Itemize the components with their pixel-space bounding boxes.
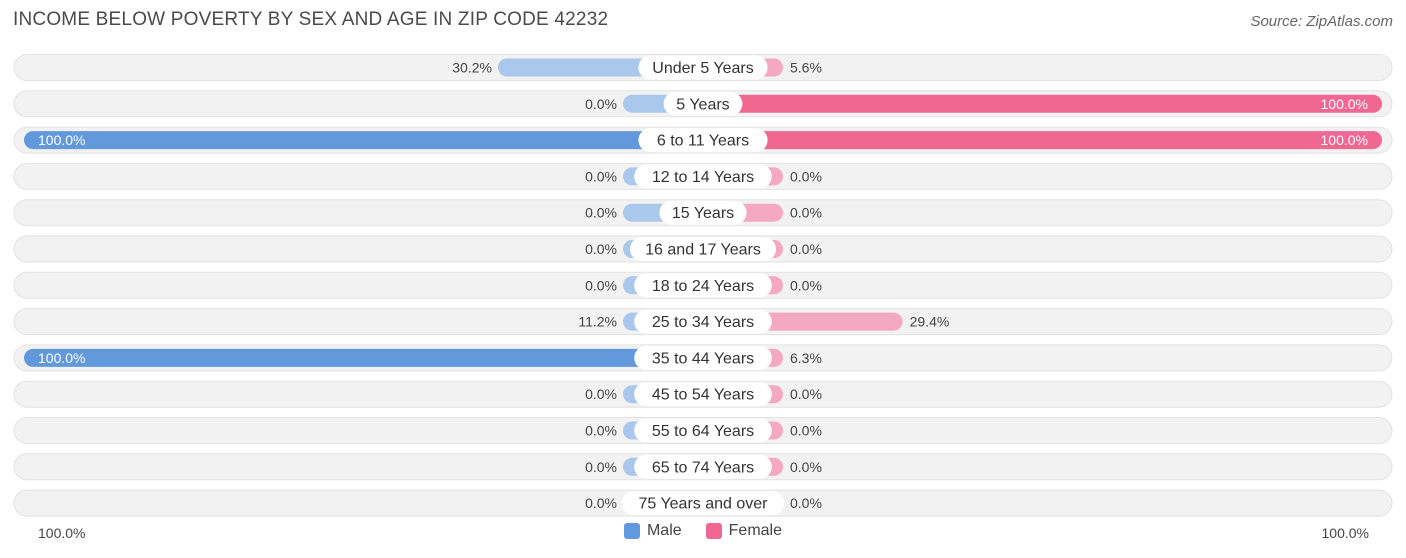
chart-row: 6 to 11 Years 100.0% 100.0%: [13, 126, 1393, 154]
female-value-label: 0.0%: [790, 495, 822, 511]
female-value-label: 0.0%: [790, 168, 822, 184]
chart-title: INCOME BELOW POVERTY BY SEX AND AGE IN Z…: [13, 9, 609, 30]
male-value-label: 100.0%: [38, 132, 85, 148]
axis-right-label: 100.0%: [1321, 525, 1369, 541]
male-swatch: [623, 523, 640, 539]
male-value-label: 0.0%: [585, 423, 617, 439]
category-label: 5 Years: [676, 96, 729, 113]
category-pill: [634, 454, 772, 479]
chart-row: 25 to 34 Years 11.2% 29.4%: [13, 308, 1393, 336]
category-pill: [638, 55, 768, 80]
female-value-label: 0.0%: [790, 241, 822, 257]
chart-row: 45 to 54 Years 0.0% 0.0%: [13, 380, 1393, 408]
category-label: 25 to 34 Years: [652, 314, 754, 331]
category-pill: [634, 309, 772, 334]
legend-item-male[interactable]: Male: [623, 522, 682, 540]
category-pill: [630, 237, 776, 261]
legend-label-male: Male: [646, 522, 682, 539]
chart-row: 16 and 17 Years 0.0% 0.0%: [13, 235, 1393, 263]
category-label: 12 to 14 Years: [652, 169, 754, 186]
legend-item-female[interactable]: Female: [705, 522, 783, 540]
chart-row: 55 to 64 Years 0.0% 0.0%: [13, 417, 1393, 444]
female-value-label: 0.0%: [790, 386, 822, 402]
female-value-label: 0.0%: [790, 423, 822, 439]
male-value-label: 0.0%: [585, 96, 617, 112]
female-value-label: 100.0%: [1321, 132, 1368, 148]
chart-row: 12 to 14 Years 0.0% 0.0%: [13, 162, 1393, 190]
category-pill: [634, 418, 772, 443]
chart-row: 35 to 44 Years 100.0% 6.3%: [13, 344, 1393, 372]
male-value-label: 30.2%: [452, 60, 492, 76]
female-bar: [703, 94, 1382, 113]
category-pill: [634, 164, 772, 189]
female-value-label: 29.4%: [910, 314, 950, 330]
chart-row: Under 5 Years 30.2% 5.6%: [13, 54, 1393, 81]
male-bar: [24, 131, 703, 150]
male-value-label: 100.0%: [38, 350, 85, 366]
category-pill: [634, 382, 772, 407]
female-value-label: 5.6%: [790, 60, 822, 76]
chart-row: 15 Years 0.0% 0.0%: [13, 199, 1393, 227]
category-label: 65 to 74 Years: [652, 459, 754, 476]
male-value-label: 0.0%: [585, 205, 617, 221]
category-label: 45 to 54 Years: [652, 387, 754, 404]
category-label: 16 and 17 Years: [645, 242, 761, 259]
category-label: 6 to 11 Years: [657, 133, 749, 150]
female-value-label: 0.0%: [790, 277, 822, 293]
female-swatch: [705, 523, 722, 539]
category-pill: [659, 200, 747, 225]
category-label: 18 to 24 Years: [652, 278, 754, 295]
male-value-label: 0.0%: [585, 459, 617, 475]
female-value-label: 0.0%: [790, 459, 822, 475]
category-pill: [663, 91, 743, 116]
male-value-label: 0.0%: [585, 241, 617, 257]
female-bar: [703, 131, 1382, 150]
source-label: Source: ZipAtlas.com: [1250, 13, 1393, 30]
male-value-label: 11.2%: [578, 314, 617, 330]
category-pill: [638, 128, 768, 153]
axis-left-label: 100.0%: [38, 525, 86, 541]
category-pill: [634, 345, 772, 370]
legend: Male Female: [0, 522, 1406, 540]
male-bar: [24, 348, 703, 367]
chart-row: 65 to 74 Years 0.0% 0.0%: [13, 453, 1393, 481]
category-label: 15 Years: [672, 205, 734, 222]
male-value-label: 0.0%: [585, 277, 617, 293]
male-value-label: 0.0%: [585, 386, 617, 402]
male-value-label: 0.0%: [585, 495, 617, 511]
female-value-label: 100.0%: [1321, 96, 1368, 112]
legend-label-female: Female: [728, 522, 783, 539]
category-label: 55 to 64 Years: [652, 423, 754, 440]
category-label: 75 Years and over: [639, 496, 769, 513]
category-pill: [621, 491, 785, 516]
chart-row: 75 Years and over 0.0% 0.0%: [13, 489, 1393, 517]
female-value-label: 0.0%: [790, 205, 822, 221]
category-label: 35 to 44 Years: [652, 350, 754, 367]
category-pill: [634, 273, 772, 298]
male-value-label: 0.0%: [585, 168, 617, 184]
category-label: Under 5 Years: [652, 60, 753, 77]
chart-row: 18 to 24 Years 0.0% 0.0%: [13, 271, 1393, 299]
chart-row: 5 Years 0.0% 100.0%: [13, 90, 1393, 118]
female-value-label: 6.3%: [790, 350, 822, 366]
